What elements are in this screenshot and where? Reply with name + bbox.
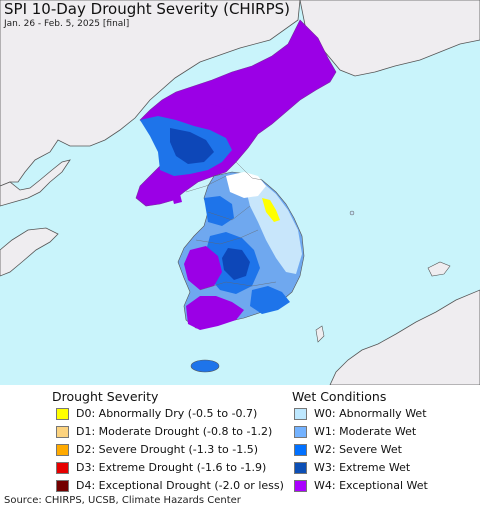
- ulleung-island: [349, 210, 355, 216]
- gangwon-normal: [226, 172, 266, 198]
- legend-label-w3: W3: Extreme Wet: [314, 461, 411, 474]
- jeju-island: [190, 359, 220, 373]
- legend-swatch-d0: [56, 408, 69, 420]
- legend-swatch-w0: [294, 408, 307, 420]
- japan-kyushu-honshu: [329, 289, 480, 385]
- legend-swatch-d4: [56, 480, 69, 492]
- legend-swatch-w4: [294, 480, 307, 492]
- liaodong-peninsula: [0, 159, 71, 207]
- admin-boundary: [185, 161, 277, 291]
- legend-label-d2: D2: Severe Drought (-1.3 to -1.5): [76, 443, 259, 456]
- map-title: SPI 10-Day Drought Severity (CHIRPS): [4, 0, 290, 18]
- north-korea-dark-blue: [170, 128, 214, 164]
- legend-label-w2: W2: Severe Wet: [314, 443, 402, 456]
- southwest-w4: [184, 246, 222, 290]
- legend-label-d3: D3: Extreme Drought (-1.6 to -1.9): [76, 461, 267, 474]
- legend-label-d4: D4: Exceptional Drought (-2.0 or less): [76, 479, 284, 492]
- china-landmass: [0, 0, 301, 187]
- drought-legend-title: Drought Severity: [52, 389, 159, 404]
- south-korea-east-light: [246, 176, 302, 274]
- legend-label-w1: W1: Moderate Wet: [314, 425, 417, 438]
- south-coast-w4: [186, 296, 244, 330]
- legend-swatch-d3: [56, 462, 69, 474]
- japan-tsushima: [315, 325, 325, 343]
- japan-north-coast: [427, 261, 451, 277]
- east-coast-d0: [262, 198, 280, 222]
- map-subtitle: Jan. 26 - Feb. 5, 2025 [final]: [4, 19, 130, 29]
- southeast-blue: [250, 286, 290, 314]
- ganghwa-islands: [172, 194, 182, 204]
- shandong-peninsula: [0, 227, 59, 277]
- map-panel: [0, 0, 480, 385]
- legend-label-w4: W4: Exceptional Wet: [314, 479, 428, 492]
- legend-swatch-w3: [294, 462, 307, 474]
- korea-drought-map: [0, 0, 480, 385]
- source-credit: Source: CHIRPS, UCSB, Climate Hazards Ce…: [4, 495, 241, 506]
- legend-swatch-w2: [294, 444, 307, 456]
- northwest-sk-blue: [204, 196, 234, 226]
- central-dark-blue: [222, 248, 250, 280]
- legend-label-w0: W0: Abnormally Wet: [314, 407, 427, 420]
- wet-legend-title: Wet Conditions: [292, 389, 387, 404]
- legend-label-d1: D1: Moderate Drought (-0.8 to -1.2): [76, 425, 273, 438]
- legend-swatch-d1: [56, 426, 69, 438]
- legend-label-d0: D0: Abnormally Dry (-0.5 to -0.7): [76, 407, 258, 420]
- legend-swatch-d2: [56, 444, 69, 456]
- north-korea-w4-patch: [192, 104, 236, 130]
- legend-swatch-w1: [294, 426, 307, 438]
